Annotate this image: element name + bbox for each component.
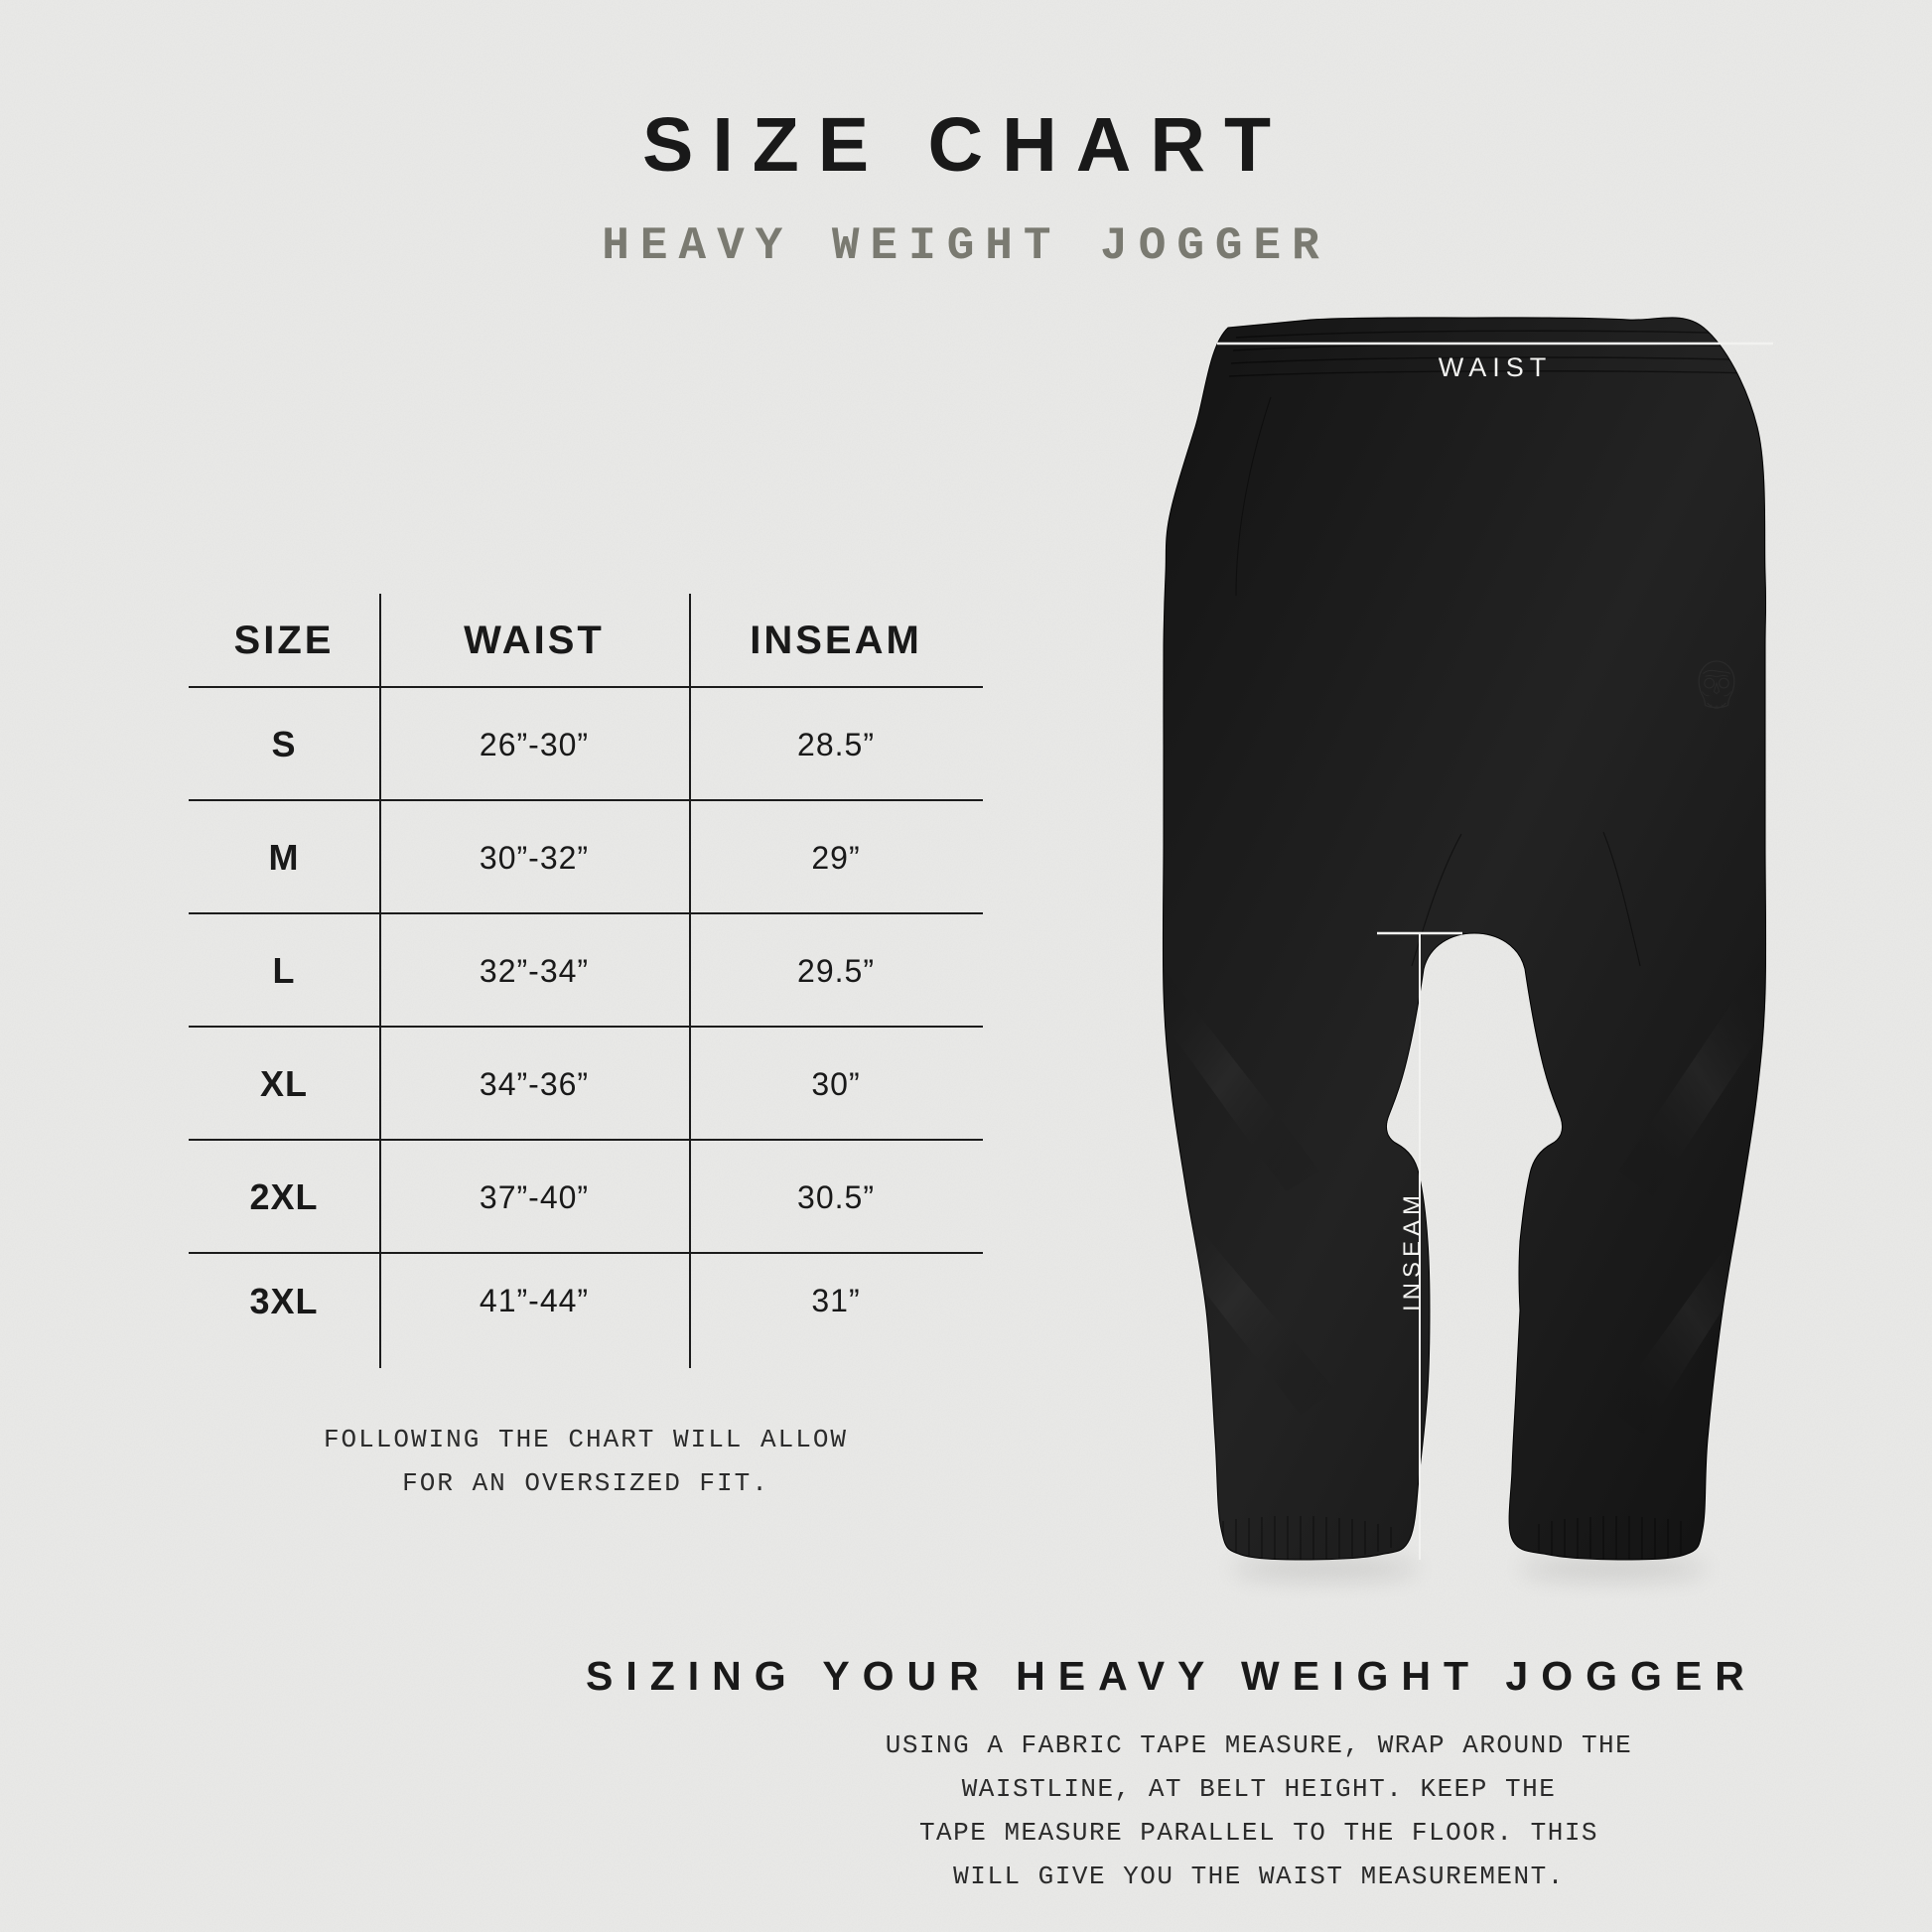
- svg-text:WAIST: WAIST: [1439, 352, 1553, 382]
- svg-text:INSEAM: INSEAM: [1399, 1190, 1426, 1311]
